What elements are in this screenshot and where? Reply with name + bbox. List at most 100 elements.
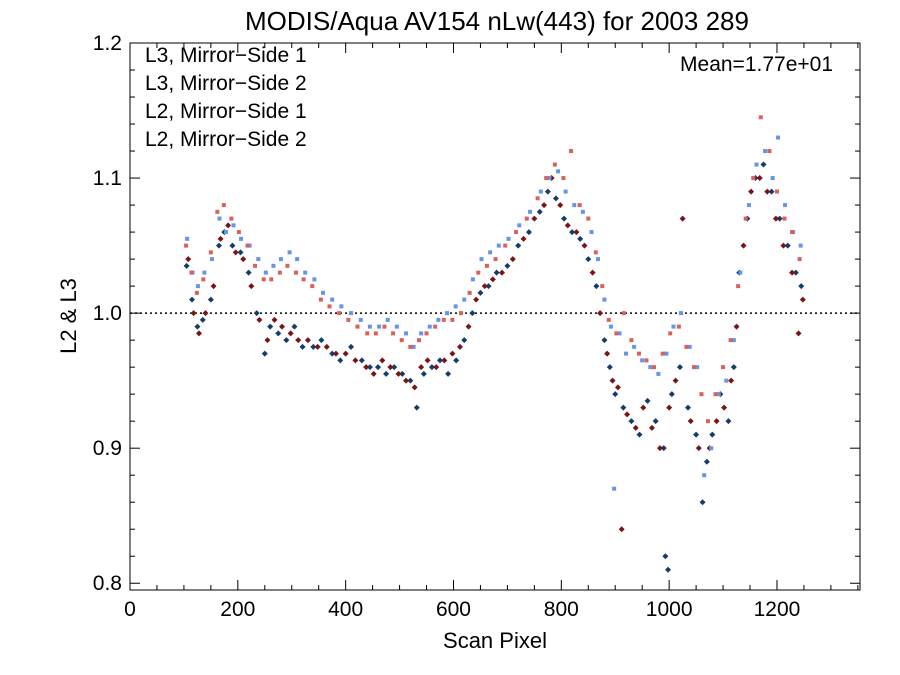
data-point: [201, 277, 206, 282]
data-point: [473, 296, 480, 303]
data-point: [668, 331, 673, 336]
data-point: [295, 337, 302, 344]
data-point: [217, 216, 222, 221]
data-point: [687, 344, 692, 349]
data-point: [671, 324, 676, 329]
data-point: [552, 195, 559, 202]
data-point: [202, 310, 209, 317]
data-point: [314, 343, 321, 350]
data-point: [763, 149, 768, 154]
data-point: [488, 250, 493, 255]
data-point: [589, 230, 594, 235]
data-point: [427, 324, 432, 329]
data-point: [349, 311, 354, 316]
data-point: [379, 357, 386, 364]
data-point: [391, 364, 398, 371]
data-point: [339, 304, 344, 309]
data-point: [382, 324, 387, 329]
data-point: [194, 323, 201, 330]
data-point: [731, 338, 736, 343]
data-point: [767, 149, 772, 154]
data-point: [253, 263, 258, 268]
data-point: [776, 215, 783, 222]
data-point: [585, 256, 592, 263]
data-point: [346, 317, 351, 322]
x-tick-label: 1000: [646, 598, 693, 621]
data-point: [624, 411, 631, 418]
data-point: [760, 161, 767, 168]
data-point: [295, 257, 300, 262]
data-point: [469, 310, 476, 317]
data-point: [489, 276, 496, 283]
data-point: [445, 370, 452, 377]
data-point: [299, 343, 306, 350]
data-point: [261, 277, 266, 282]
data-point: [740, 242, 747, 249]
data-point: [618, 526, 625, 533]
data-point: [416, 338, 421, 343]
data-point: [676, 324, 681, 329]
data-point: [275, 330, 282, 337]
data-point: [536, 208, 543, 215]
data-point: [693, 431, 700, 438]
data-point: [399, 338, 404, 343]
data-point: [267, 323, 274, 330]
data-point: [408, 344, 413, 349]
data-point: [614, 331, 619, 336]
data-point: [332, 350, 339, 357]
data-point: [672, 377, 679, 384]
data-point: [602, 297, 607, 302]
data-point: [743, 216, 748, 221]
data-point: [784, 242, 791, 249]
data-point: [798, 243, 803, 248]
data-point: [342, 350, 349, 357]
data-point: [337, 311, 342, 316]
data-point: [525, 229, 532, 236]
data-point: [606, 317, 611, 322]
data-point: [373, 331, 378, 336]
data-point: [612, 391, 619, 398]
data-point: [652, 418, 659, 425]
legend-entry: L3, Mirror−Side 2: [145, 72, 307, 95]
data-point: [279, 323, 286, 330]
data-point: [614, 384, 621, 391]
data-point: [656, 371, 661, 376]
data-point: [687, 418, 694, 425]
data-point: [358, 357, 365, 364]
data-point: [189, 270, 194, 275]
data-point: [556, 169, 561, 174]
data-point: [194, 290, 199, 295]
data-point: [621, 311, 626, 316]
data-point: [695, 365, 700, 370]
data-point: [515, 242, 522, 249]
data-point: [644, 397, 651, 404]
data-point: [215, 242, 222, 249]
data-point: [271, 263, 276, 268]
data-point: [481, 283, 488, 290]
data-point: [797, 257, 802, 262]
data-point: [733, 323, 740, 330]
chart-title: MODIS/Aqua AV154 nLw(443) for 2003 289: [245, 6, 749, 36]
data-point: [699, 392, 704, 397]
data-point: [644, 358, 649, 363]
data-point: [552, 162, 557, 167]
data-point: [367, 324, 372, 329]
data-point: [632, 344, 637, 349]
data-point: [465, 323, 472, 330]
data-point: [407, 377, 414, 384]
x-axis-label: Scan Pixel: [443, 628, 547, 653]
data-point: [730, 364, 737, 371]
legend-entry: L2, Mirror−Side 2: [145, 128, 307, 151]
data-point: [569, 149, 574, 154]
data-point: [318, 337, 325, 344]
data-point: [736, 284, 741, 289]
data-point: [221, 203, 226, 208]
data-point: [459, 311, 464, 316]
x-tick-label: 800: [544, 598, 579, 621]
data-point: [327, 304, 332, 309]
data-point: [577, 203, 582, 208]
data-point: [504, 262, 511, 269]
data-point: [541, 202, 548, 209]
data-point: [477, 289, 484, 296]
data-points: [183, 115, 806, 573]
